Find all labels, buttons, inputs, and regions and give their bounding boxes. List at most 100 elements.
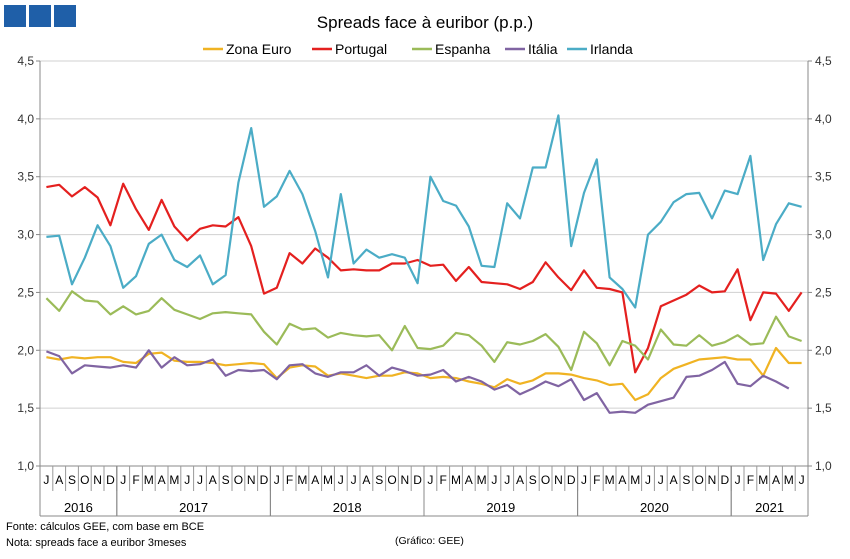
x-month-label: D xyxy=(567,473,576,487)
y-tick-label-left: 1,5 xyxy=(17,401,34,415)
y-tick-label-left: 4,5 xyxy=(17,54,34,68)
x-month-label: N xyxy=(708,473,717,487)
x-month-label: A xyxy=(311,473,319,487)
x-year-label: 2017 xyxy=(179,500,208,515)
x-month-label: A xyxy=(772,473,780,487)
x-month-label: D xyxy=(720,473,729,487)
series-group xyxy=(45,114,803,414)
x-month-label: N xyxy=(247,473,256,487)
y-tick-label-left: 1,0 xyxy=(17,459,34,473)
y-tick-label-right: 1,0 xyxy=(815,459,832,473)
x-month-label: M xyxy=(169,473,179,487)
x-month-label: F xyxy=(440,473,447,487)
x-month-label: J xyxy=(197,473,203,487)
y-tick-label-right: 4,5 xyxy=(815,54,832,68)
logo-square xyxy=(4,5,26,27)
x-month-label: M xyxy=(323,473,333,487)
x-month-label: M xyxy=(630,473,640,487)
x-month-label: M xyxy=(605,473,615,487)
x-month-label: A xyxy=(670,473,678,487)
x-month-label: J xyxy=(427,473,433,487)
x-month-label: O xyxy=(541,473,550,487)
x-month-label: M xyxy=(144,473,154,487)
x-month-label: F xyxy=(286,473,293,487)
x-month-label: F xyxy=(747,473,754,487)
y-tick-label-left: 2,5 xyxy=(17,285,34,299)
x-month-label: A xyxy=(465,473,473,487)
x-month-label: J xyxy=(735,473,741,487)
series-line-italia xyxy=(46,349,790,414)
y-tick-label-right: 3,0 xyxy=(815,228,832,242)
x-year-label: 2021 xyxy=(755,500,784,515)
logo-square xyxy=(54,5,76,27)
chart-title: Spreads face à euribor (p.p.) xyxy=(317,13,533,32)
x-month-label: N xyxy=(400,473,409,487)
x-month-label: S xyxy=(529,473,537,487)
y-tick-label-right: 1,5 xyxy=(815,401,832,415)
series-line-espanha xyxy=(45,290,802,372)
x-month-label: A xyxy=(158,473,166,487)
x-month-label: J xyxy=(274,473,280,487)
y-tick-label-left: 2,0 xyxy=(17,343,34,357)
x-month-label: J xyxy=(491,473,497,487)
x-month-label: J xyxy=(43,473,49,487)
x-month-label: O xyxy=(80,473,89,487)
axes: 1,0 1,0 1,5 1,5 2,0 2,0 2,5 2,5 3,0 3,0 3,5 3,5 4,0 4… xyxy=(17,54,832,517)
x-month-label: D xyxy=(260,473,269,487)
x-month-label: O xyxy=(695,473,704,487)
y-tick-label-right: 2,5 xyxy=(815,285,832,299)
y-tick-label-left: 4,0 xyxy=(17,112,34,126)
legend: Zona Euro Portugal Espanha Itália Irlanda xyxy=(203,41,633,57)
source-note: Fonte: cálculos GEE, com base em BCE xyxy=(6,521,205,533)
series-line-irlanda xyxy=(46,114,802,309)
x-month-label: J xyxy=(351,473,357,487)
x-month-label: F xyxy=(593,473,600,487)
y-tick-label-left: 3,0 xyxy=(17,228,34,242)
x-year-label: 2019 xyxy=(486,500,515,515)
x-month-label: N xyxy=(554,473,563,487)
logo-square xyxy=(29,5,51,27)
x-month-label: S xyxy=(68,473,76,487)
x-year-label: 2018 xyxy=(333,500,362,515)
x-month-label: M xyxy=(758,473,768,487)
legend-label-italia: Itália xyxy=(528,41,558,57)
x-year-label: 2016 xyxy=(64,500,93,515)
series-line-portugal xyxy=(46,182,803,374)
y-tick-label-right: 3,5 xyxy=(815,170,832,184)
chart-credit: (Gráfico: GEE) xyxy=(395,535,464,547)
x-month-label: J xyxy=(645,473,651,487)
legend-label-espanha: Espanha xyxy=(435,41,490,57)
x-year-label: 2020 xyxy=(640,500,669,515)
x-month-label: A xyxy=(618,473,626,487)
x-month-label: J xyxy=(338,473,344,487)
legend-label-zona-euro: Zona Euro xyxy=(226,41,292,57)
x-month-label: A xyxy=(362,473,370,487)
x-month-label: A xyxy=(516,473,524,487)
gee-logo xyxy=(4,5,76,27)
x-month-label: N xyxy=(93,473,102,487)
x-month-label: M xyxy=(477,473,487,487)
series-line-zona-euro xyxy=(46,346,802,402)
x-month-label: J xyxy=(799,473,805,487)
x-month-label: O xyxy=(387,473,396,487)
x-month-label: O xyxy=(234,473,243,487)
legend-label-irlanda: Irlanda xyxy=(590,41,633,57)
x-month-label: S xyxy=(375,473,383,487)
x-month-label: M xyxy=(451,473,461,487)
x-month-label: J xyxy=(581,473,587,487)
x-month-label: D xyxy=(106,473,115,487)
x-month-label: S xyxy=(222,473,230,487)
footnote: Nota: spreads face a euribor 3meses xyxy=(6,537,187,549)
y-tick-label-right: 4,0 xyxy=(815,112,832,126)
x-month-label: J xyxy=(120,473,126,487)
x-month-label: J xyxy=(504,473,510,487)
x-month-label: A xyxy=(55,473,63,487)
y-tick-label-right: 2,0 xyxy=(815,343,832,357)
legend-label-portugal: Portugal xyxy=(335,41,387,57)
x-month-label: D xyxy=(413,473,422,487)
x-month-label: J xyxy=(658,473,664,487)
y-tick-label-left: 3,5 xyxy=(17,170,34,184)
x-month-label: A xyxy=(209,473,217,487)
x-month-label: M xyxy=(784,473,794,487)
